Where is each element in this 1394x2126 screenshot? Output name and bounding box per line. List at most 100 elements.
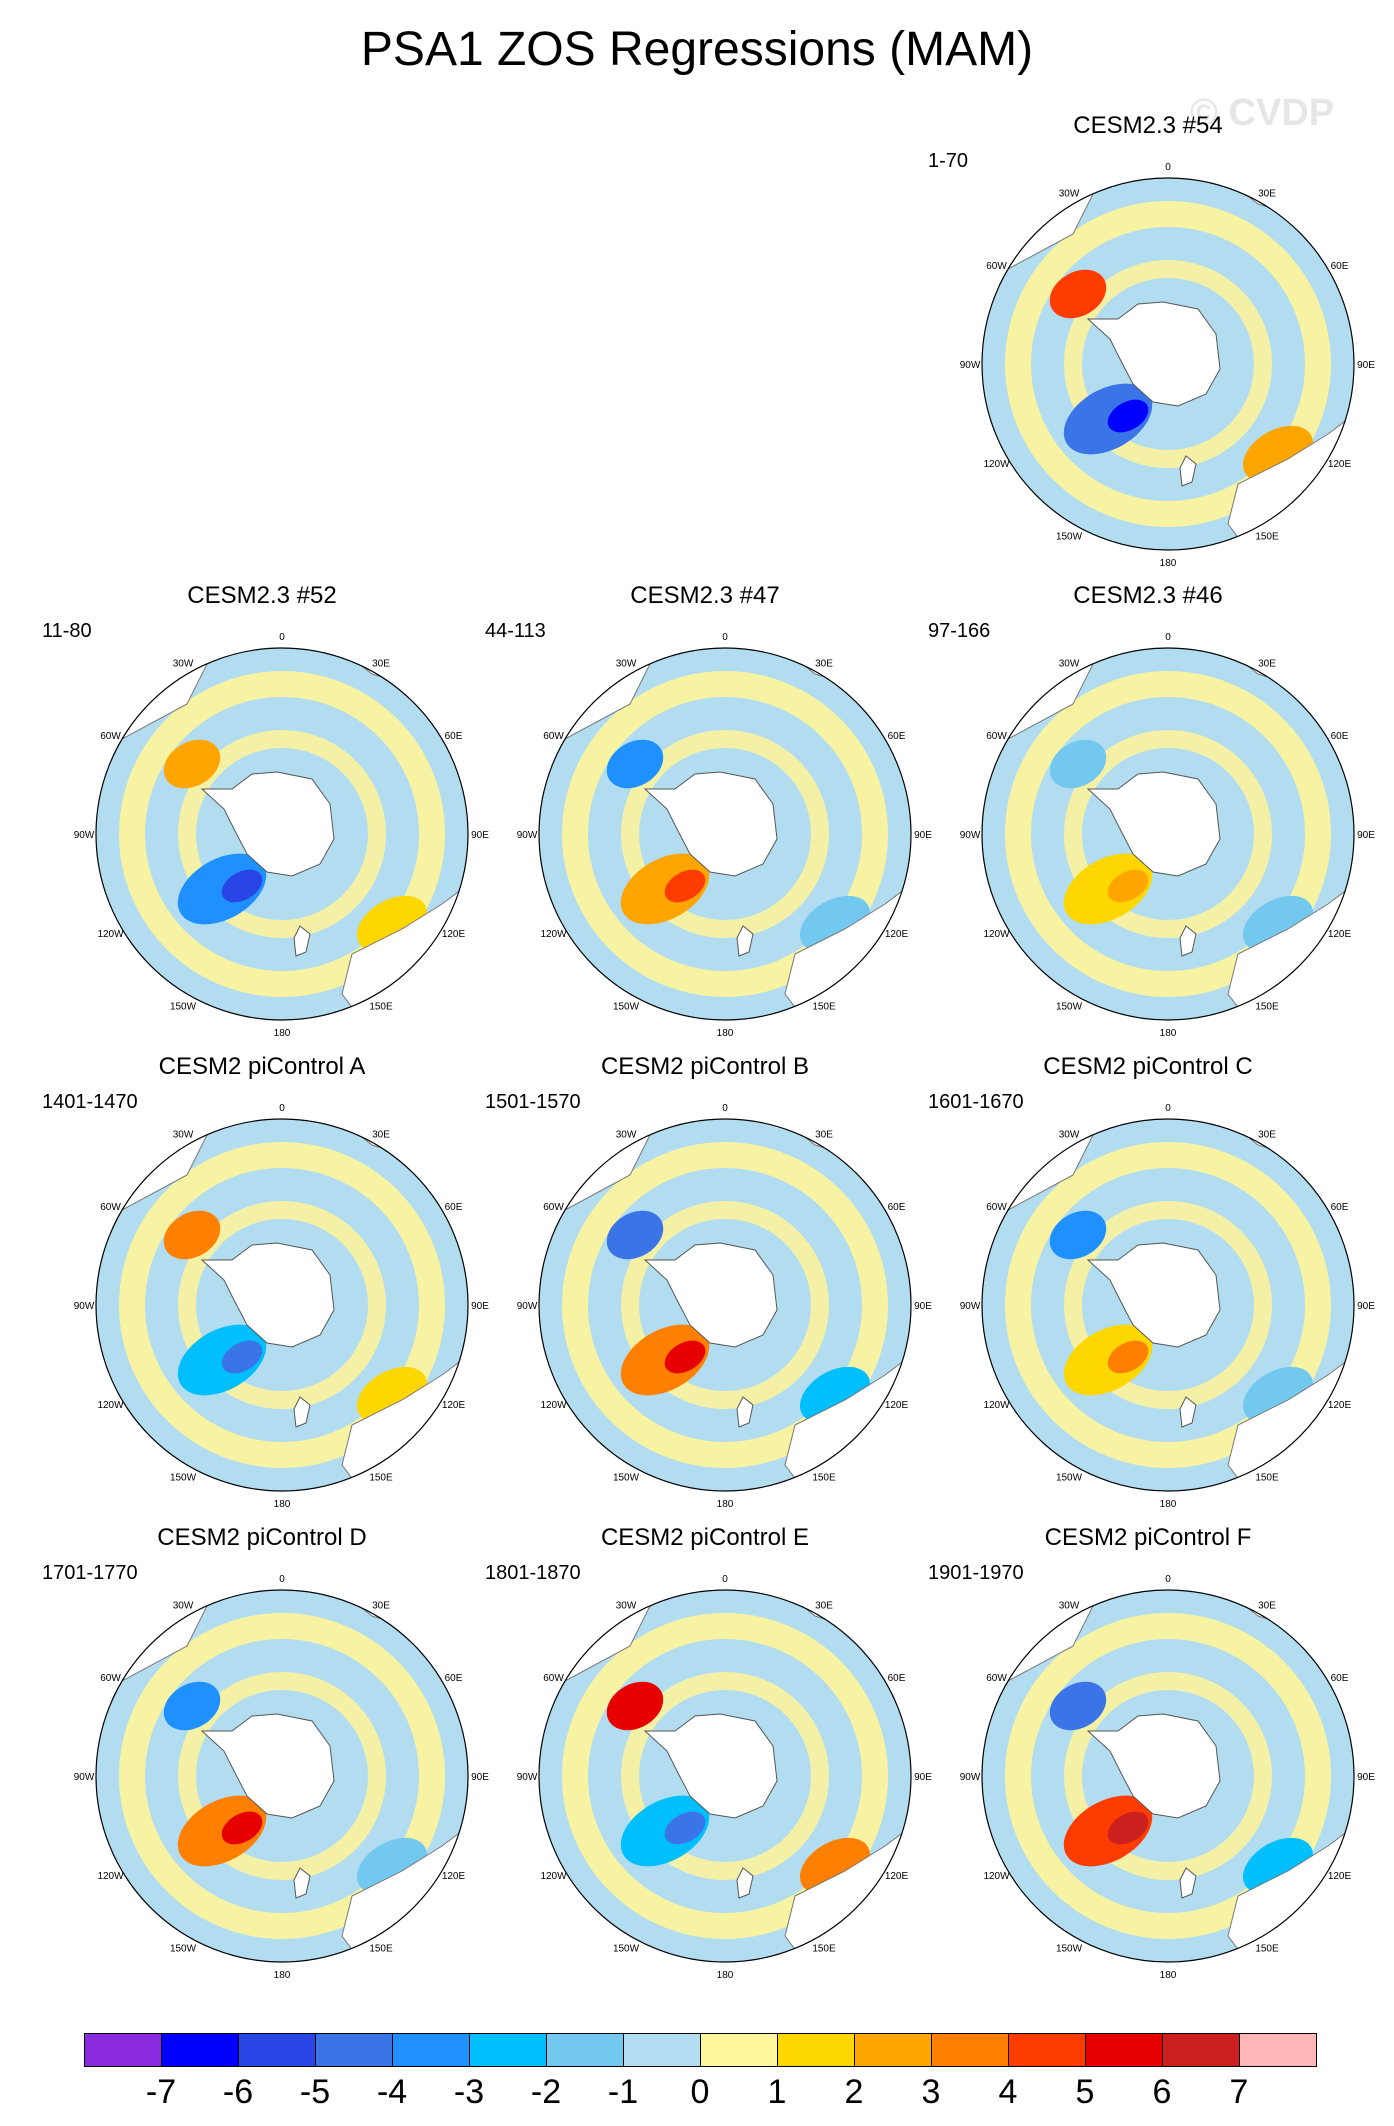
anomaly-blob — [606, 1210, 664, 1260]
longitude-label: 60E — [445, 1673, 463, 1684]
anomaly-ring — [178, 1672, 386, 1880]
panel-cesm23-46: CESM2.3 #46 97-166 0 30E 60E 90E 120E 150E 180… — [928, 582, 1375, 1039]
longitude-label: 180 — [717, 1028, 734, 1039]
colorbar-swatch — [84, 2033, 162, 2067]
antarctica-landmass — [1086, 771, 1221, 877]
anomaly-blob — [606, 1681, 664, 1731]
panel-period: 1501-1570 — [485, 1091, 581, 1113]
longitude-label: 90W — [960, 830, 981, 841]
anomaly-ring — [562, 1142, 888, 1468]
colorbar-swatch — [700, 2033, 778, 2067]
longitude-label: 30W — [1059, 1601, 1080, 1612]
anomaly-ring — [178, 1201, 386, 1409]
anomaly-ring — [1064, 730, 1272, 938]
longitude-label: 90E — [914, 1772, 932, 1783]
longitude-label: 90E — [914, 830, 932, 841]
longitude-label: 60W — [543, 1673, 564, 1684]
anomaly-blob — [1107, 399, 1149, 433]
colorbar-swatch — [1085, 2033, 1163, 2067]
longitude-label: 120E — [442, 1871, 466, 1882]
longitude-label: 120W — [983, 1400, 1010, 1411]
polar-map: 0 30E 60E 90E 120E 150E 180 150W 120W 90W 60W 30W — [517, 632, 933, 1039]
antarctica-landmass — [200, 771, 335, 877]
longitude-label: 120W — [97, 929, 124, 940]
colorbar-swatch — [161, 2033, 239, 2067]
longitude-label: 150W — [1056, 532, 1083, 543]
colorbar-swatch — [623, 2033, 701, 2067]
longitude-label: 0 — [722, 632, 728, 643]
longitude-label: 90E — [471, 830, 489, 841]
longitude-label: 120E — [442, 1400, 466, 1411]
panel-period: 1-70 — [928, 150, 969, 172]
longitude-label: 60W — [100, 1202, 121, 1213]
longitude-label: 60E — [1331, 261, 1349, 272]
longitude-label: 90W — [517, 1301, 538, 1312]
longitude-label: 0 — [722, 1103, 728, 1114]
longitude-label: 150E — [1255, 1002, 1279, 1013]
polar-map: 0 30E 60E 90E 120E 150E 180 150W 120W 90W 60W 30W — [74, 632, 490, 1039]
longitude-label: 180 — [274, 1970, 291, 1981]
antarctica-landmass — [1086, 301, 1221, 407]
polar-map: 0 30E 60E 90E 120E 150E 180 150W 120W 90W 60W 30W — [74, 1574, 490, 1981]
longitude-label: 0 — [1165, 632, 1171, 643]
longitude-label: 150E — [1255, 1473, 1279, 1484]
panel-title: CESM2 piControl F — [1044, 1524, 1252, 1551]
anomaly-ring — [1064, 1672, 1272, 1880]
longitude-label: 60W — [986, 731, 1007, 742]
panel-picontrol-f: CESM2 piControl F 1901-1970 0 30E 60E 90E 12… — [928, 1524, 1375, 1981]
longitude-label: 150W — [613, 1473, 640, 1484]
longitude-label: 180 — [717, 1499, 734, 1510]
longitude-label: 120E — [1328, 929, 1352, 940]
cvdp-watermark: © CVDP — [1190, 92, 1335, 134]
longitude-label: 90W — [960, 1772, 981, 1783]
map-border — [981, 1589, 1355, 1963]
colorbar-label: 2 — [844, 2073, 864, 2111]
new-zealand-landmass — [1179, 455, 1197, 487]
longitude-label: 30E — [372, 1130, 390, 1141]
anomaly-blob — [163, 1210, 221, 1260]
colorbar-label: 0 — [690, 2073, 710, 2111]
colorbar: -7 -6 -5 -4 -3 -2 -1 0 1 2 3 4 5 6 7 — [84, 2033, 1317, 2123]
longitude-label: 60W — [100, 731, 121, 742]
colorbar-label: -3 — [453, 2073, 485, 2111]
colorbar-label: -7 — [145, 2073, 177, 2111]
longitude-label: 180 — [717, 1970, 734, 1981]
longitude-label: 60W — [986, 1202, 1007, 1213]
panel-cesm23-54: CESM2.3 #54 1-70 0 30E 60E 90E 120E 150E 180 15… — [928, 112, 1375, 569]
longitude-label: 0 — [279, 1574, 285, 1585]
longitude-label: 150E — [812, 1944, 836, 1955]
new-zealand-landmass — [293, 1396, 311, 1428]
panel-title: CESM2 piControl E — [600, 1524, 810, 1551]
polar-map: 0 30E 60E 90E 120E 150E 180 150W 120W 90W 60W 30W — [74, 1103, 490, 1510]
colorbar-label: 3 — [921, 2073, 941, 2111]
anomaly-ring — [562, 1613, 888, 1939]
panel-title: CESM2 piControl D — [157, 1524, 367, 1551]
colorbar-swatch — [1239, 2033, 1317, 2067]
new-zealand-landmass — [293, 1867, 311, 1899]
longitude-label: 0 — [279, 632, 285, 643]
longitude-label: 120W — [540, 929, 567, 940]
longitude-label: 60E — [445, 1202, 463, 1213]
longitude-label: 180 — [1160, 1028, 1177, 1039]
longitude-label: 120E — [1328, 1400, 1352, 1411]
longitude-label: 90E — [471, 1772, 489, 1783]
colorbar-label: 7 — [1229, 2073, 1249, 2111]
longitude-label: 120E — [442, 929, 466, 940]
polar-map: 0 30E 60E 90E 120E 150E 180 150W 120W 90W 60W 30W — [517, 1574, 933, 1981]
colorbar-label: 4 — [998, 2073, 1018, 2111]
anomaly-blob — [163, 1681, 221, 1731]
longitude-label: 60E — [1331, 731, 1349, 742]
map-border — [538, 1118, 912, 1492]
anomaly-ring — [562, 671, 888, 997]
longitude-label: 30E — [815, 1601, 833, 1612]
map-border — [981, 177, 1355, 551]
longitude-label: 60E — [1331, 1673, 1349, 1684]
longitude-label: 120W — [540, 1871, 567, 1882]
longitude-label: 90E — [471, 1301, 489, 1312]
longitude-label: 180 — [1160, 1499, 1177, 1510]
longitude-label: 60W — [543, 1202, 564, 1213]
longitude-label: 30E — [1258, 1601, 1276, 1612]
antarctica-landmass — [643, 771, 778, 877]
longitude-label: 150W — [613, 1944, 640, 1955]
map-border — [538, 1589, 912, 1963]
